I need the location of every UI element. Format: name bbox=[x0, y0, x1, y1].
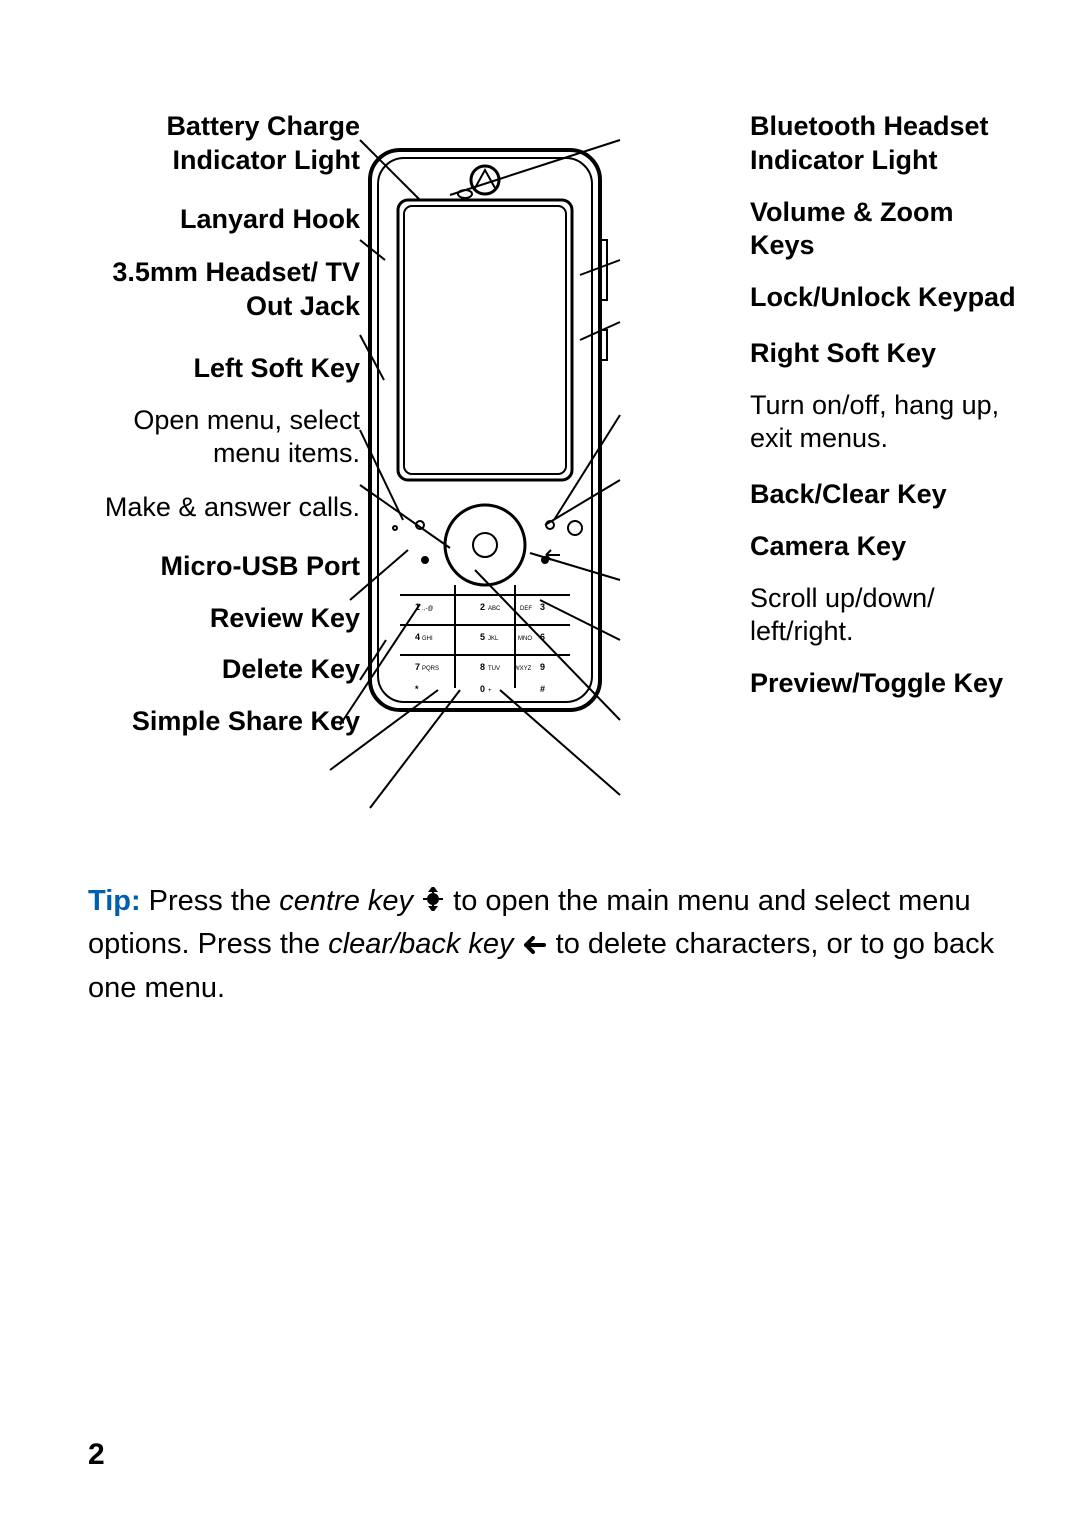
label-review-key: Review Key bbox=[90, 602, 360, 636]
label-back-clear: Back/Clear Key bbox=[750, 478, 1020, 512]
label-camera-key: Camera Key bbox=[750, 530, 1020, 564]
svg-text:PQRS: PQRS bbox=[422, 666, 439, 672]
label-turn-on-off: Turn on/off, hang up, exit menus. bbox=[750, 389, 1020, 457]
svg-text:6: 6 bbox=[540, 632, 545, 642]
label-bluetooth: Bluetooth Headset Indicator Light bbox=[750, 110, 1020, 178]
phone-illustration: 1 2 3 4 5 6 7 8 9 * 0 # .,-@ ABC DEF GHI JKL MNO PQR… bbox=[350, 140, 620, 740]
svg-text:MNO: MNO bbox=[518, 636, 532, 642]
svg-text:4: 4 bbox=[415, 632, 420, 642]
svg-text:1: 1 bbox=[415, 602, 420, 612]
manual-page: Battery Charge Indicator Light Lanyard Ho… bbox=[0, 0, 1080, 1532]
svg-text:ABC: ABC bbox=[488, 606, 501, 612]
label-simple-share: Simple Share Key bbox=[90, 705, 360, 739]
label-micro-usb: Micro-USB Port bbox=[90, 550, 360, 584]
svg-text:TUV: TUV bbox=[488, 666, 500, 672]
svg-text:8: 8 bbox=[480, 662, 485, 672]
svg-text:5: 5 bbox=[480, 632, 485, 642]
svg-text:3: 3 bbox=[540, 602, 545, 612]
label-lock-unlock: Lock/Unlock Keypad bbox=[750, 281, 1020, 315]
label-right-soft-key: Right Soft Key bbox=[750, 337, 1020, 371]
svg-text:DEF: DEF bbox=[520, 606, 532, 612]
label-open-menu: Open menu, select menu items. bbox=[90, 404, 360, 472]
label-make-answer: Make & answer calls. bbox=[90, 491, 360, 525]
label-lanyard-hook: Lanyard Hook bbox=[90, 203, 360, 237]
svg-text:7: 7 bbox=[415, 662, 420, 672]
svg-text:9: 9 bbox=[540, 662, 545, 672]
labels-right-column: Bluetooth Headset Indicator Light Volume … bbox=[750, 110, 1020, 719]
page-number: 2 bbox=[88, 1438, 105, 1472]
label-headset-jack: 3.5mm Headset/ TV Out Jack bbox=[90, 256, 360, 324]
label-preview-toggle: Preview/Toggle Key bbox=[750, 667, 1020, 701]
label-battery-charge: Battery Charge Indicator Light bbox=[90, 110, 360, 178]
back-arrow-icon bbox=[522, 925, 548, 967]
svg-text:2: 2 bbox=[480, 602, 485, 612]
centre-key-icon bbox=[421, 881, 445, 923]
label-scroll: Scroll up/down/ left/right. bbox=[750, 582, 1020, 650]
svg-text:0: 0 bbox=[480, 684, 485, 694]
tip-label: Tip: bbox=[88, 885, 141, 917]
svg-text:+: + bbox=[488, 688, 492, 694]
svg-text:GHI: GHI bbox=[422, 636, 433, 642]
label-volume-zoom: Volume & Zoom Keys bbox=[750, 196, 1020, 264]
labels-left-column: Battery Charge Indicator Light Lanyard Ho… bbox=[90, 110, 360, 757]
svg-text:*: * bbox=[415, 684, 419, 694]
svg-text:#: # bbox=[540, 684, 545, 694]
svg-text:JKL: JKL bbox=[488, 636, 499, 642]
svg-text:WXYZ: WXYZ bbox=[514, 666, 532, 672]
label-left-soft-key: Left Soft Key bbox=[90, 352, 360, 386]
svg-text:.,-@: .,-@ bbox=[422, 606, 433, 612]
tip-paragraph: Tip: Press the centre key to open the ma… bbox=[88, 880, 1020, 1009]
label-delete-key: Delete Key bbox=[90, 653, 360, 687]
